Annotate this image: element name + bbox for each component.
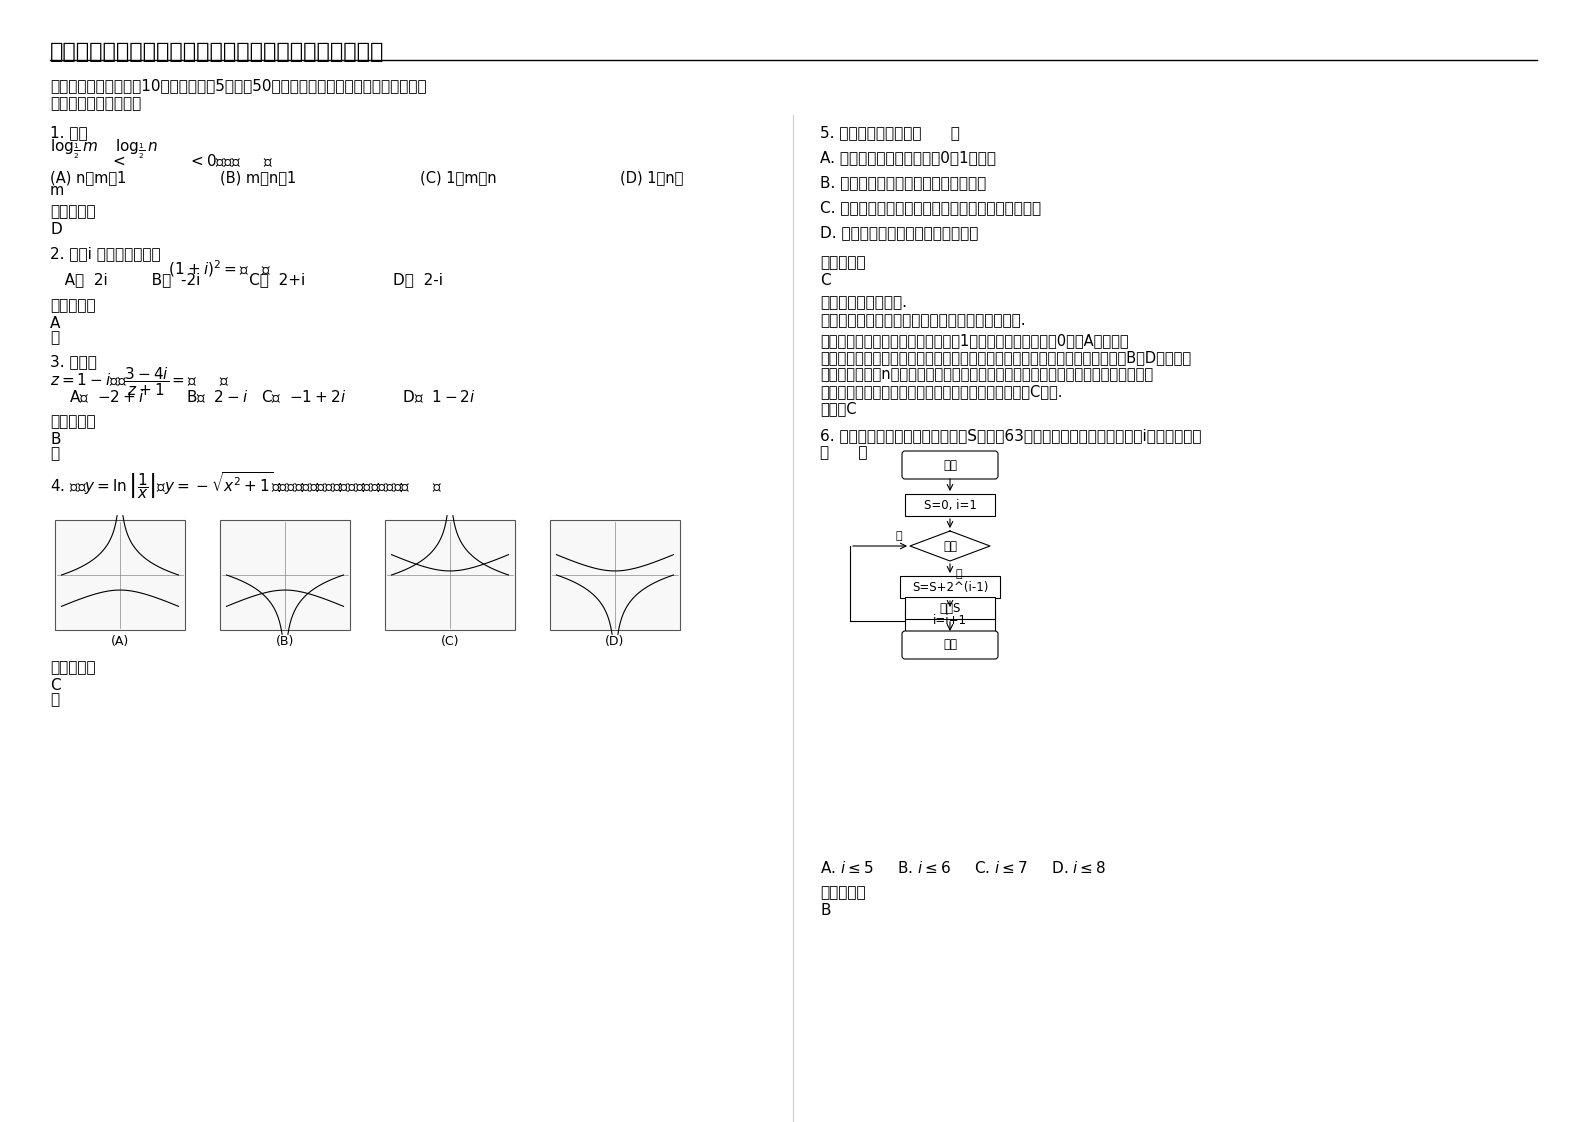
Text: (D) 1＜n＜: (D) 1＜n＜ — [621, 171, 684, 185]
Text: 略: 略 — [51, 330, 59, 344]
Text: $\quad\quad\quad\quad < \quad\quad\quad\quad <0$，则（     ）: $\quad\quad\quad\quad < \quad\quad\quad\… — [51, 151, 273, 168]
Text: (A): (A) — [111, 635, 129, 649]
FancyBboxPatch shape — [905, 494, 995, 516]
Text: 是一个符合题目要求的: 是一个符合题目要求的 — [51, 96, 141, 111]
Text: 4. 函数$y=\ln\left|\dfrac{1}{x}\right|$与$y=-\sqrt{x^2+1}$在同一平面直角坐标系内的大致图象为（     ）: 4. 函数$y=\ln\left|\dfrac{1}{x}\right|$与$y… — [51, 470, 443, 500]
Text: (B): (B) — [276, 635, 294, 649]
Text: D: D — [51, 222, 62, 237]
Text: 2. 已知i 是虚数单位，则: 2. 已知i 是虚数单位，则 — [51, 246, 160, 261]
FancyBboxPatch shape — [901, 631, 998, 659]
FancyBboxPatch shape — [900, 576, 1000, 598]
Text: $\log_{\frac{1}{2}}m$: $\log_{\frac{1}{2}}m$ — [51, 138, 98, 162]
Text: 随着试验次数的增加，频率一般会越来越接近概率，故C正确.: 随着试验次数的增加，频率一般会越来越接近概率，故C正确. — [820, 384, 1063, 399]
Text: B: B — [820, 903, 830, 918]
Text: 1. 已知: 1. 已知 — [51, 125, 87, 140]
FancyBboxPatch shape — [905, 597, 995, 619]
Text: C: C — [820, 273, 830, 288]
Text: 参考答案：: 参考答案： — [820, 885, 865, 900]
Text: A．  $-2+i$         B．  $2-i$   C．  $-1+2i$            D．  $1-2i$: A． $-2+i$ B． $2-i$ C． $-1+2i$ D． $1-2i$ — [51, 388, 476, 405]
Text: 是: 是 — [955, 569, 962, 579]
Text: 条件: 条件 — [943, 540, 957, 552]
Text: 结束: 结束 — [943, 638, 957, 652]
Text: B: B — [51, 432, 60, 447]
Text: i=i+1: i=i+1 — [933, 615, 966, 627]
Text: $z=1-i$，则$\dfrac{3-4i}{z+1}=$（     ）: $z=1-i$，则$\dfrac{3-4i}{z+1}=$（ ） — [51, 365, 230, 398]
Text: 江苏省盐城市射阳县盘湾中学高三数学理联考试卷含解析: 江苏省盐城市射阳县盘湾中学高三数学理联考试卷含解析 — [51, 42, 384, 62]
Text: 参考答案：: 参考答案： — [51, 414, 95, 429]
Text: 频率的数值是通过实验完成的，概率是频率的近似值，频率是频率的稳定值，故B、D不正确。: 频率的数值是通过实验完成的，概率是频率的近似值，频率是频率的稳定值，故B、D不正… — [820, 350, 1192, 365]
Text: (D): (D) — [605, 635, 625, 649]
Text: A: A — [51, 316, 60, 331]
Text: B. 频率是客观存在的，与试验次数无关: B. 频率是客观存在的，与试验次数无关 — [820, 175, 986, 190]
Text: 一、选择题：本大题共10小题，每小题5分，共50分。在每小题给出的四个选项中，只有: 一、选择题：本大题共10小题，每小题5分，共50分。在每小题给出的四个选项中，只… — [51, 79, 427, 93]
Bar — [221, 519, 351, 629]
FancyBboxPatch shape — [901, 451, 998, 479]
Text: A. $i\leq5$     B. $i\leq6$     C. $i\leq7$     D. $i\leq8$: A. $i\leq5$ B. $i\leq6$ C. $i\leq7$ D. $… — [820, 859, 1106, 876]
Text: 3. 设复数: 3. 设复数 — [51, 355, 97, 369]
Text: S=S+2^(i-1): S=S+2^(i-1) — [913, 580, 989, 594]
Text: 参考答案：: 参考答案： — [820, 255, 865, 270]
Text: 【解答】解：由于必然事件的概率为1，不可能事件的概率为0，故A不正确。: 【解答】解：由于必然事件的概率为1，不可能事件的概率为0，故A不正确。 — [820, 333, 1128, 348]
FancyBboxPatch shape — [905, 610, 995, 632]
Text: 参考答案：: 参考答案： — [51, 204, 95, 219]
Text: S=0, i=1: S=0, i=1 — [924, 498, 976, 512]
Text: (C) 1＜m＜n: (C) 1＜m＜n — [421, 171, 497, 185]
Bar — [56, 519, 186, 629]
Text: $\quad\quad\quad\quad\quad\quad\quad\quad (1+i)^2=$（   ）: $\quad\quad\quad\quad\quad\quad\quad\qua… — [51, 258, 271, 278]
Text: (A) n＜m＜1: (A) n＜m＜1 — [51, 171, 127, 185]
Text: 【分析】利用频率与概率的意义及其关系即可得出.: 【分析】利用频率与概率的意义及其关系即可得出. — [820, 313, 1025, 328]
Text: 开始: 开始 — [943, 459, 957, 471]
Text: $\log_{\frac{1}{2}}n$: $\log_{\frac{1}{2}}n$ — [114, 138, 159, 162]
Text: 频率是不能脱离n次试验的实验，而概率是具有确定性的不依赖于试验次数的理论值，: 频率是不能脱离n次试验的实验，而概率是具有确定性的不依赖于试验次数的理论值， — [820, 367, 1154, 381]
Text: 5. 下列说法正确的是（      ）: 5. 下列说法正确的是（ ） — [820, 125, 960, 140]
Text: (C): (C) — [441, 635, 459, 649]
Text: 【考点】概率的意义.: 【考点】概率的意义. — [820, 295, 908, 310]
Text: C. 随着试验次数的增加，频率一般会越来越接近概率: C. 随着试验次数的增加，频率一般会越来越接近概率 — [820, 200, 1041, 215]
Text: (B) m＜n＜1: (B) m＜n＜1 — [221, 171, 297, 185]
Text: 略: 略 — [51, 447, 59, 461]
Bar — [386, 519, 516, 629]
Text: 输出S: 输出S — [940, 601, 960, 615]
Text: A．  2i         B．  -2i          C．  2+i                  D．  2-i: A． 2i B． -2i C． 2+i D． 2-i — [51, 272, 443, 287]
Text: 故选：C: 故选：C — [820, 401, 857, 416]
Text: C: C — [51, 678, 60, 693]
Text: 否: 否 — [895, 531, 901, 541]
Text: 参考答案：: 参考答案： — [51, 298, 95, 313]
Text: A. 任何事件的概率总是在（0，1）之间: A. 任何事件的概率总是在（0，1）之间 — [820, 150, 997, 165]
Text: m: m — [51, 183, 63, 197]
Bar — [551, 519, 679, 629]
Text: 略: 略 — [51, 692, 59, 707]
Text: 6. 执行下面的程序框图，若输出的S的值为63，则判断框中可以填入的关于i的判断条件是: 6. 执行下面的程序框图，若输出的S的值为63，则判断框中可以填入的关于i的判断… — [820, 427, 1201, 443]
Text: D. 概率是随机的，在试验前不能确定: D. 概率是随机的，在试验前不能确定 — [820, 226, 978, 240]
Text: 参考答案：: 参考答案： — [51, 660, 95, 675]
Text: （      ）: （ ） — [820, 445, 868, 460]
